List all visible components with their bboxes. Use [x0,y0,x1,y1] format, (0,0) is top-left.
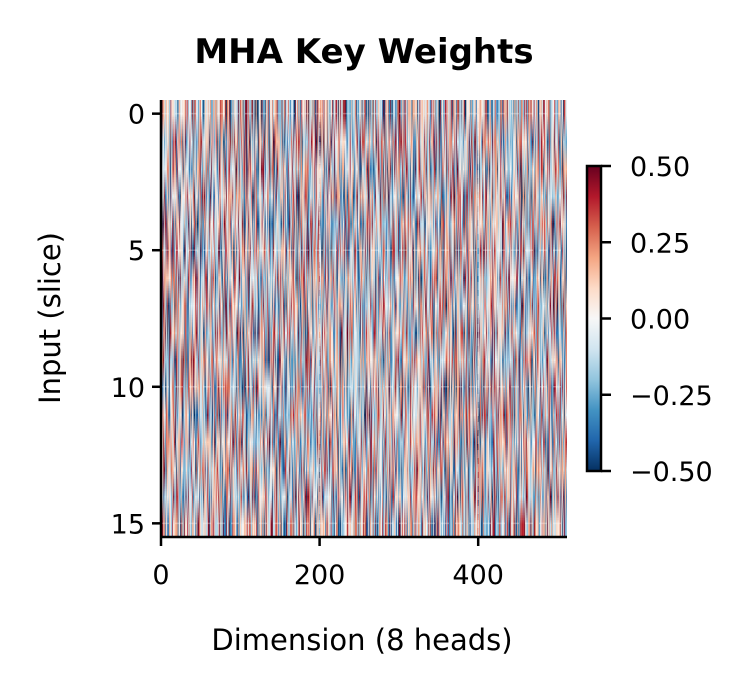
heatmap-image [161,100,567,537]
colorbar-tick-label: 0.50 [630,152,690,183]
y-tick-label: 10 [111,373,145,404]
gridlines [160,100,567,537]
chart-title: MHA Key Weights [194,32,533,72]
x-axis-label: Dimension (8 heads) [211,623,512,657]
colorbar-tick-label: 0.00 [630,305,690,336]
y-tick-label: 5 [128,236,145,267]
colorbar [585,164,603,473]
y-tick-label: 15 [111,509,145,540]
y-tick-label: 0 [128,100,145,131]
x-tick-label: 0 [152,560,169,591]
colorbar-tick-label: 0.25 [630,228,690,259]
y-axis-label: Input (slice) [33,232,67,404]
x-tick-label: 200 [294,560,346,591]
x-tick-label: 400 [452,560,504,591]
colorbar-tick-label: −0.50 [630,457,713,488]
colorbar-tick-label: −0.25 [630,381,713,412]
